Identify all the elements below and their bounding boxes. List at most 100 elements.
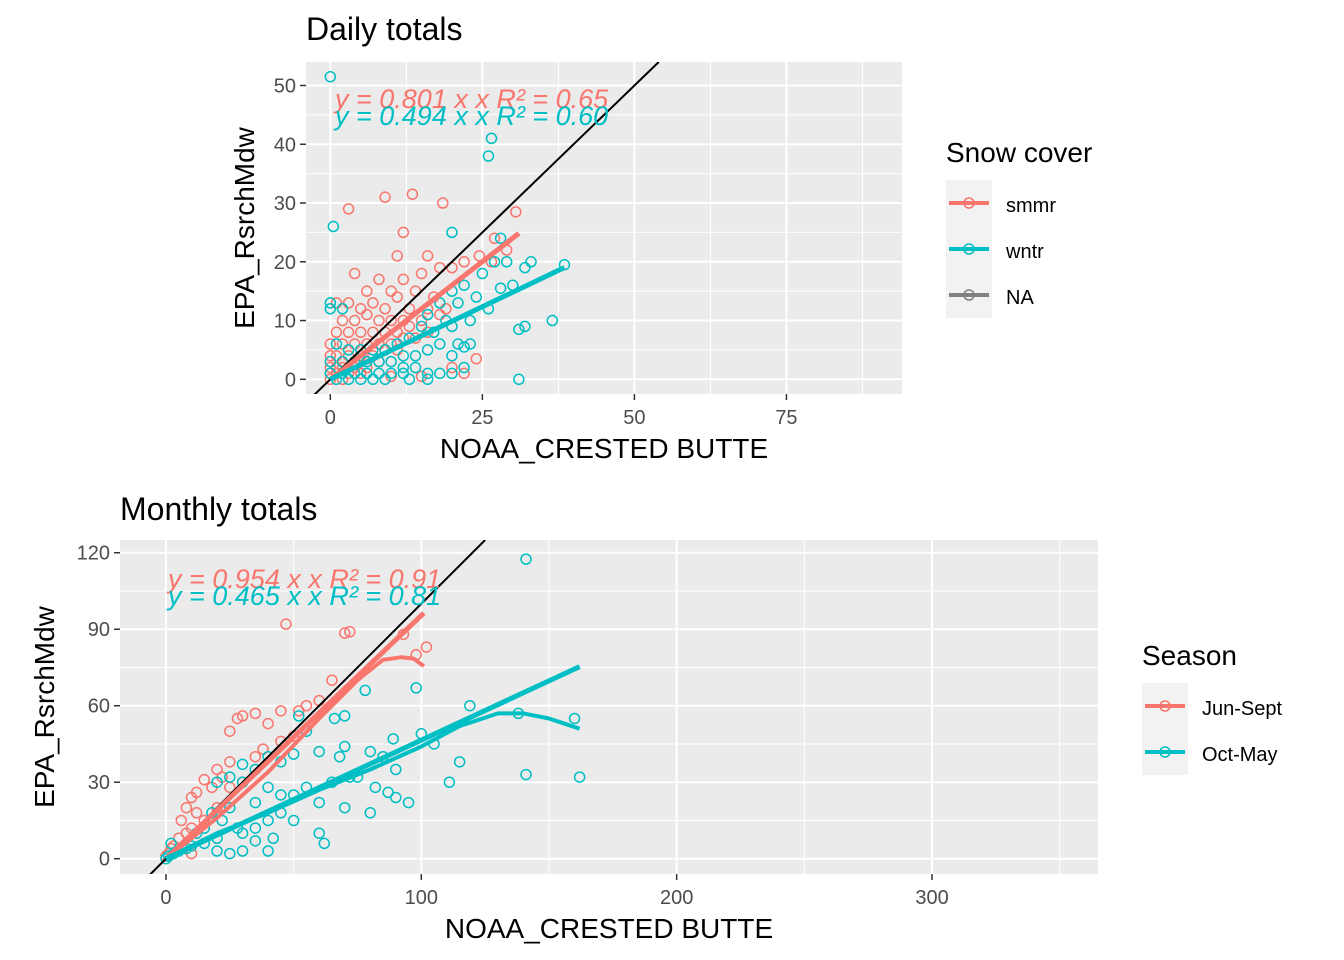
daily-y-tick-label: 0 (285, 369, 296, 391)
daily-y-tick-label: 10 (274, 311, 296, 333)
monthly-x-tick-label: 300 (915, 887, 948, 909)
monthly-point-jun-sept (175, 814, 188, 827)
daily-point-smmr (406, 188, 419, 200)
monthly-point-oct-may (364, 807, 376, 819)
monthly-point-oct-may (287, 814, 300, 827)
daily-point-smmr (458, 256, 470, 268)
monthly-point-jun-sept (198, 773, 211, 786)
daily-point-wntr (421, 367, 434, 380)
monthly-point-jun-sept (190, 807, 203, 819)
daily-point-wntr (421, 344, 434, 356)
monthly-y-tick-label: 0 (99, 849, 110, 871)
monthly-equation-jun-sept: y = 0.954 x x R² = 0.91 (166, 564, 441, 594)
daily-point-smmr (446, 361, 458, 374)
daily-point-wntr (494, 232, 507, 245)
daily-point-smmr (470, 352, 483, 365)
monthly-point-oct-may (267, 832, 279, 845)
monthly-point-jun-sept (257, 743, 269, 755)
daily-point-smmr (421, 250, 434, 262)
monthly-point-oct-may (568, 712, 581, 725)
monthly-point-jun-sept (275, 705, 287, 717)
monthly-point-oct-may (249, 835, 262, 847)
daily-point-smmr (342, 297, 355, 309)
daily-totals-chart: Daily totals 0 25 50 75 0 10 20 30 40 50 y = 0.80… (229, 11, 1092, 464)
daily-point-wntr (373, 367, 385, 380)
daily-point-smmr (391, 291, 403, 303)
daily-point-smmr (458, 367, 470, 380)
monthly-legend-title: Season (1142, 640, 1237, 671)
monthly-point-oct-may (338, 801, 351, 814)
daily-point-wntr (397, 350, 410, 362)
monthly-point-jun-sept (420, 641, 433, 653)
monthly-point-oct-may (390, 791, 402, 804)
daily-point-wntr (397, 367, 410, 380)
daily-point-smmr (385, 285, 397, 297)
daily-point-smmr (342, 203, 355, 215)
daily-identity-line (313, 62, 660, 394)
monthly-point-oct-may (520, 768, 532, 781)
monthly-point-oct-may (333, 750, 346, 763)
monthly-point-oct-may (211, 845, 223, 857)
daily-point-smmr (348, 338, 361, 350)
daily-point-smmr (379, 303, 391, 315)
monthly-chart-title: Monthly totals (120, 491, 317, 527)
monthly-point-oct-may (292, 710, 305, 722)
monthly-point-oct-may (359, 684, 371, 697)
daily-point-wntr (488, 256, 501, 268)
daily-point-wntr (361, 367, 373, 380)
monthly-point-oct-may (443, 776, 456, 788)
daily-point-smmr (336, 314, 349, 327)
monthly-point-jun-sept (249, 707, 262, 720)
daily-point-wntr (409, 350, 422, 362)
daily-point-wntr (324, 303, 337, 315)
daily-point-smmr (336, 338, 349, 350)
monthly-point-oct-may (390, 763, 402, 776)
monthly-point-jun-sept (344, 626, 356, 638)
daily-point-wntr (336, 303, 349, 315)
daily-fit-line-smmr (328, 231, 521, 382)
monthly-equation-oct-may: y = 0.465 x x R² = 0.81 (166, 581, 441, 611)
daily-point-smmr (348, 314, 361, 327)
daily-point-smmr (391, 250, 403, 262)
daily-point-wntr (494, 282, 507, 294)
monthly-y-tick-label: 120 (77, 543, 110, 565)
monthly-point-oct-may (262, 845, 274, 857)
monthly-point-oct-may (262, 781, 274, 794)
monthly-point-oct-may (453, 756, 466, 768)
monthly-point-jun-sept (224, 725, 236, 737)
monthly-point-jun-sept (326, 674, 338, 686)
monthly-point-oct-may (224, 801, 236, 814)
monthly-lines-clip (149, 540, 581, 874)
daily-point-smmr (324, 350, 337, 362)
monthly-point-oct-may (313, 796, 325, 809)
daily-point-smmr (415, 370, 428, 383)
monthly-point-oct-may (338, 740, 351, 753)
monthly-point-oct-may (338, 710, 351, 722)
monthly-point-oct-may (464, 699, 476, 712)
daily-point-smmr (354, 326, 367, 339)
monthly-fit-lines (149, 540, 581, 874)
daily-x-tick-label: 75 (775, 407, 797, 429)
daily-point-smmr (330, 350, 343, 362)
daily-point-wntr (458, 341, 470, 353)
daily-point-smmr (437, 197, 449, 209)
legend-point-na (963, 289, 975, 301)
daily-point-wntr (409, 361, 422, 374)
daily-point-wntr (446, 226, 458, 239)
daily-point-smmr (488, 232, 501, 245)
daily-equation-wntr: y = 0.494 x x R² = 0.60 (333, 101, 608, 131)
monthly-point-oct-may (410, 682, 422, 694)
legend-label-jun-sept: Jun-Sept (1202, 698, 1282, 720)
daily-point-wntr (546, 314, 559, 327)
monthly-point-oct-may (402, 796, 415, 809)
legend-label-wntr: wntr (1005, 241, 1044, 263)
monthly-fit-line-jun-sept (164, 611, 426, 861)
monthly-point-oct-may (387, 733, 399, 745)
daily-point-wntr (476, 267, 489, 280)
daily-point-smmr (385, 314, 397, 327)
monthly-totals-chart: Monthly totals 0 100 200 300 0 30 60 90 120 y = … (29, 491, 1282, 944)
daily-point-wntr (446, 350, 458, 362)
daily-point-smmr (361, 308, 373, 321)
daily-y-tick-label: 20 (274, 252, 296, 274)
